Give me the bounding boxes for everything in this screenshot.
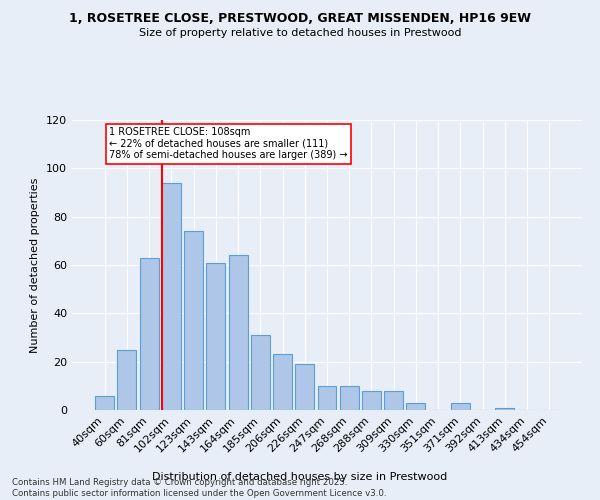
Text: Distribution of detached houses by size in Prestwood: Distribution of detached houses by size … (152, 472, 448, 482)
Bar (162, 183, 181, 410)
Text: Size of property relative to detached houses in Prestwood: Size of property relative to detached ho… (139, 28, 461, 38)
Bar (384, 390, 403, 410)
Bar (251, 335, 270, 410)
Bar (229, 256, 248, 410)
Text: 1 ROSETREE CLOSE: 108sqm
← 22% of detached houses are smaller (111)
78% of semi-: 1 ROSETREE CLOSE: 108sqm ← 22% of detach… (109, 127, 347, 160)
Bar (95, 396, 114, 410)
Bar (273, 354, 292, 410)
Bar (317, 386, 337, 410)
Text: Contains HM Land Registry data © Crown copyright and database right 2025.
Contai: Contains HM Land Registry data © Crown c… (12, 478, 386, 498)
Bar (362, 390, 381, 410)
Bar (184, 231, 203, 410)
Text: 1, ROSETREE CLOSE, PRESTWOOD, GREAT MISSENDEN, HP16 9EW: 1, ROSETREE CLOSE, PRESTWOOD, GREAT MISS… (69, 12, 531, 26)
Bar (206, 262, 225, 410)
Bar (295, 364, 314, 410)
Bar (118, 350, 136, 410)
Y-axis label: Number of detached properties: Number of detached properties (31, 178, 40, 352)
Bar (340, 386, 359, 410)
Bar (140, 258, 158, 410)
Bar (496, 408, 514, 410)
Bar (406, 403, 425, 410)
Bar (451, 403, 470, 410)
